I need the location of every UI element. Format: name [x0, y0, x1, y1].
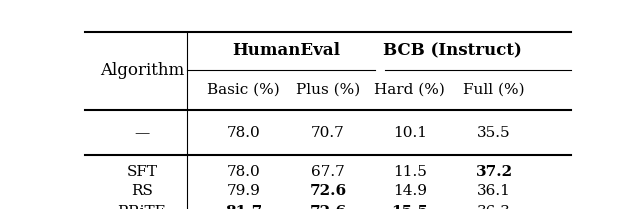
Text: 10.1: 10.1	[393, 126, 427, 140]
Text: 78.0: 78.0	[227, 126, 260, 140]
Text: Algorithm: Algorithm	[100, 62, 184, 79]
Text: 14.9: 14.9	[393, 184, 427, 198]
Text: —: —	[134, 126, 150, 140]
Text: 72.6: 72.6	[309, 184, 347, 198]
Text: 15.5: 15.5	[391, 205, 428, 209]
Text: 70.7: 70.7	[311, 126, 345, 140]
Text: HumanEval: HumanEval	[232, 42, 340, 59]
Text: Plus (%): Plus (%)	[296, 83, 360, 96]
Text: 35.5: 35.5	[477, 126, 511, 140]
Text: 79.9: 79.9	[227, 184, 260, 198]
Text: 36.3: 36.3	[477, 205, 511, 209]
Text: RS: RS	[131, 184, 153, 198]
Text: 37.2: 37.2	[476, 164, 513, 178]
Text: 72.6: 72.6	[309, 205, 347, 209]
Text: 81.7: 81.7	[225, 205, 262, 209]
Text: BCB (Instruct): BCB (Instruct)	[383, 42, 522, 59]
Text: Basic (%): Basic (%)	[207, 83, 280, 96]
Text: Hard (%): Hard (%)	[374, 83, 445, 96]
Text: 67.7: 67.7	[311, 164, 345, 178]
Text: 11.5: 11.5	[393, 164, 427, 178]
Text: 36.1: 36.1	[477, 184, 511, 198]
Text: 78.0: 78.0	[227, 164, 260, 178]
Text: Full (%): Full (%)	[463, 83, 525, 96]
Text: BRiTE: BRiTE	[118, 205, 166, 209]
Text: SFT: SFT	[127, 164, 157, 178]
